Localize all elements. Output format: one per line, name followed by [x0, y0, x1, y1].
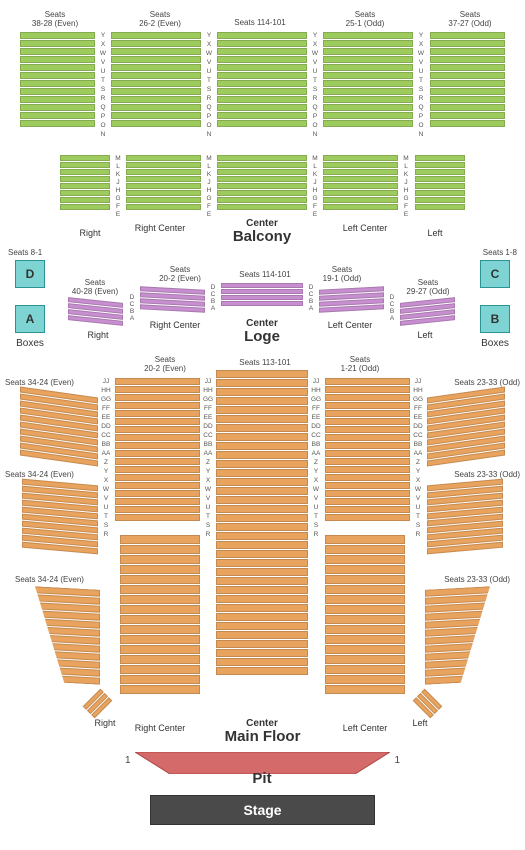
- box-d[interactable]: D: [15, 260, 45, 288]
- row-labels: MLKJHGFE: [309, 155, 321, 218]
- seat-note-balcony-center: Seats 114-101: [210, 18, 310, 27]
- mainfloor-right-center-b[interactable]: [120, 535, 200, 694]
- balcony-lower-right[interactable]: [60, 155, 110, 210]
- section-label-mf-left: Left: [400, 718, 440, 728]
- seat-note-mf-left-center: Seats1-21 (Odd): [330, 355, 390, 373]
- section-label-loge-right: Right: [78, 330, 118, 340]
- mainfloor-left-corner[interactable]: [413, 689, 443, 719]
- seat-note-mf-right-bot: Seats 34-24 (Even): [15, 575, 100, 584]
- tier-title-mainfloor: Main Floor: [200, 728, 325, 745]
- section-label-boxes-right: Boxes: [475, 338, 515, 349]
- row-labels: DCBA: [126, 295, 138, 322]
- mainfloor-left-a[interactable]: [427, 387, 505, 467]
- row-labels: MLKJHGFE: [400, 155, 412, 218]
- section-label-right-center: Right Center: [120, 223, 200, 233]
- seat-note-boxes-left: Seats 8-1: [8, 248, 42, 257]
- mainfloor-left-center-a[interactable]: [325, 378, 410, 521]
- seat-note-loge-right: Seats40-28 (Even): [65, 278, 125, 296]
- seat-note-loge-center: Seats 114-101: [225, 270, 305, 279]
- section-label-mf-left-center: Left Center: [325, 723, 405, 733]
- row-labels: MLKJHGFE: [112, 155, 124, 218]
- section-label-boxes-left: Boxes: [10, 338, 50, 349]
- mainfloor-right-b[interactable]: [22, 479, 98, 555]
- row-labels: MLKJHGFE: [203, 155, 215, 218]
- loge-center[interactable]: [221, 283, 303, 306]
- stage: Stage: [150, 795, 375, 825]
- seat-note-loge-right-center: Seats20-2 (Even): [150, 265, 210, 283]
- seat-note-mf-right-mid: Seats 34-24 (Even): [5, 470, 90, 479]
- mainfloor-right-a[interactable]: [20, 387, 98, 467]
- section-label-mf-right: Right: [85, 718, 125, 728]
- box-c[interactable]: C: [480, 260, 510, 288]
- tier-title-balcony: Balcony: [212, 228, 312, 245]
- balcony-upper-right-center[interactable]: [111, 32, 201, 127]
- row-labels: YXWVUTSRQPON: [97, 32, 109, 139]
- seat-note-mf-left-top: Seats 23-33 (Odd): [435, 378, 520, 387]
- tier-title-pit: Pit: [212, 770, 312, 787]
- seat-note-loge-left-center: Seats19-1 (Odd): [312, 265, 372, 283]
- pit-number-right: 1: [394, 755, 400, 766]
- balcony-lower-right-center[interactable]: [126, 155, 201, 210]
- loge-left-center[interactable]: [319, 286, 384, 312]
- seat-note-balcony-right: Seats38-28 (Even): [25, 10, 85, 28]
- box-a[interactable]: A: [15, 305, 45, 333]
- seat-note-mf-center: Seats 113-101: [220, 358, 310, 367]
- row-labels: YXWVUTSRQPON: [309, 32, 321, 139]
- balcony-upper-center[interactable]: [217, 32, 307, 127]
- seating-chart: Seats38-28 (Even) Seats26-2 (Even) Seats…: [0, 0, 525, 850]
- seat-note-loge-left: Seats29-27 (Odd): [398, 278, 458, 296]
- row-labels: JJHHGGFFEEDDCCBBAAZYXWVUTSR: [310, 378, 322, 539]
- balcony-lower-left[interactable]: [415, 155, 465, 210]
- loge-left[interactable]: [400, 297, 455, 326]
- section-label-mf-right-center: Right Center: [120, 723, 200, 733]
- row-labels: JJHHGGFFEEDDCCBBAAZYXWVUTSR: [202, 378, 214, 539]
- mainfloor-center[interactable]: [216, 370, 308, 675]
- tier-title-loge: Loge: [212, 328, 312, 345]
- balcony-lower-left-center[interactable]: [323, 155, 398, 210]
- row-labels: DCBA: [207, 285, 219, 312]
- seat-note-balcony-right-center: Seats26-2 (Even): [130, 10, 190, 28]
- section-label-left-center: Left Center: [325, 223, 405, 233]
- section-label-loge-right-center: Right Center: [135, 320, 215, 330]
- seat-note-boxes-right: Seats 1-8: [483, 248, 517, 257]
- section-label-left: Left: [415, 228, 455, 238]
- balcony-lower-center[interactable]: [217, 155, 307, 210]
- balcony-upper-left-center[interactable]: [323, 32, 413, 127]
- row-labels: JJHHGGFFEEDDCCBBAAZYXWVUTSR: [412, 378, 424, 539]
- balcony-upper-left[interactable]: [430, 32, 505, 127]
- mainfloor-left-b[interactable]: [427, 479, 503, 555]
- row-labels: YXWVUTSRQPON: [415, 32, 427, 139]
- row-labels: DCBA: [386, 295, 398, 322]
- loge-right[interactable]: [68, 297, 123, 326]
- mainfloor-left-center-b[interactable]: [325, 535, 405, 694]
- seat-note-mf-right-top: Seats 34-24 (Even): [5, 378, 90, 387]
- mainfloor-right-center-a[interactable]: [115, 378, 200, 521]
- seat-note-mf-left-bot: Seats 23-33 (Odd): [425, 575, 510, 584]
- row-labels: JJHHGGFFEEDDCCBBAAZYXWVUTSR: [100, 378, 112, 539]
- seat-note-mf-right-center: Seats20-2 (Even): [135, 355, 195, 373]
- mainfloor-left-c[interactable]: [425, 586, 490, 684]
- pit-number-left: 1: [125, 755, 131, 766]
- seat-note-mf-left-mid: Seats 23-33 (Odd): [435, 470, 520, 479]
- seat-note-balcony-left: Seats37-27 (Odd): [440, 10, 500, 28]
- row-labels: DCBA: [305, 285, 317, 312]
- mainfloor-right-corner[interactable]: [83, 689, 113, 719]
- mainfloor-right-c[interactable]: [35, 586, 100, 684]
- loge-right-center[interactable]: [140, 286, 205, 312]
- seat-note-balcony-left-center: Seats25-1 (Odd): [335, 10, 395, 28]
- box-b[interactable]: B: [480, 305, 510, 333]
- balcony-upper-right[interactable]: [20, 32, 95, 127]
- row-labels: YXWVUTSRQPON: [203, 32, 215, 139]
- section-label-loge-left: Left: [405, 330, 445, 340]
- section-label-loge-left-center: Left Center: [310, 320, 390, 330]
- section-label-right: Right: [70, 228, 110, 238]
